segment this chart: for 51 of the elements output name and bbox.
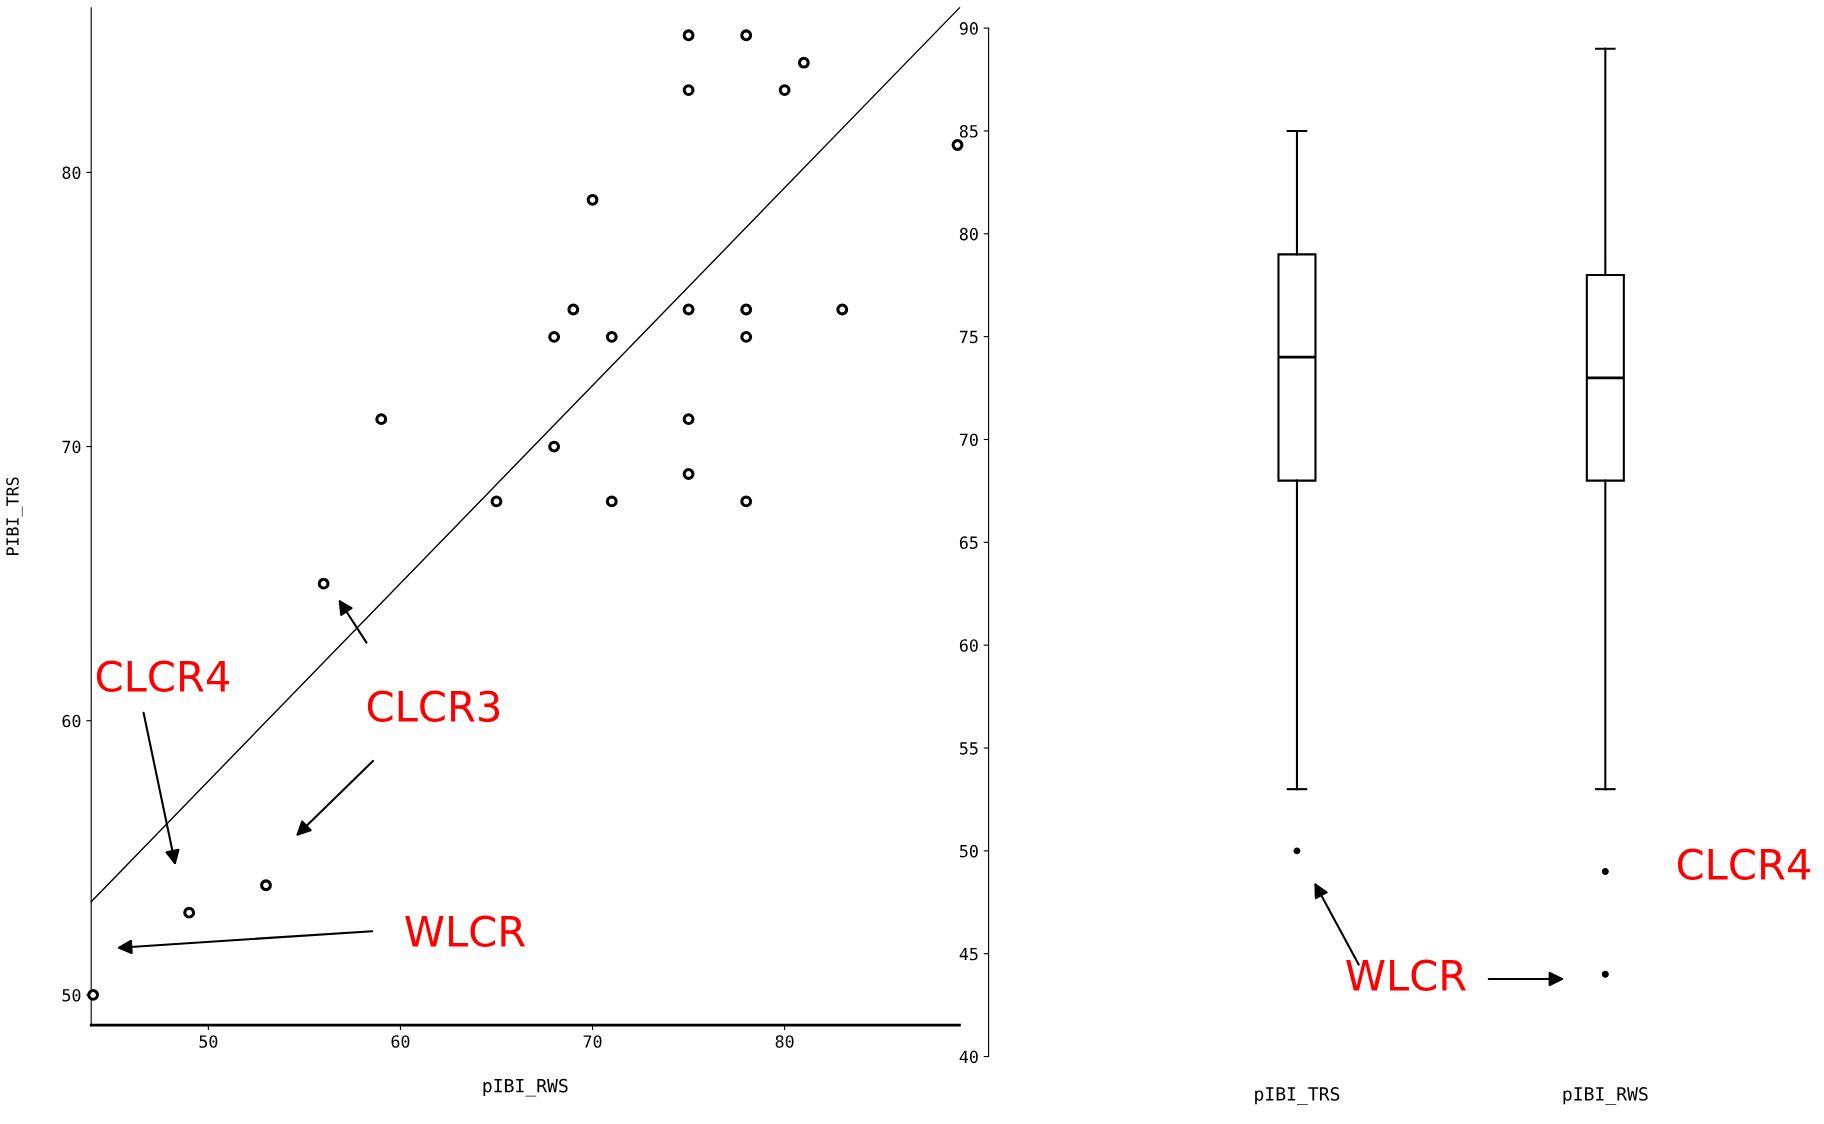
annotation: WLCR <box>405 915 526 948</box>
point <box>682 29 695 42</box>
point <box>490 495 503 508</box>
point <box>951 139 964 151</box>
point <box>567 303 580 316</box>
y-tick-label: 80 <box>62 166 81 179</box>
point <box>548 440 561 453</box>
y-tick-label: 85 <box>959 124 978 138</box>
point <box>548 330 561 343</box>
point <box>740 495 753 508</box>
y-tick-label: 70 <box>62 440 81 454</box>
y-tick-label: 70 <box>959 433 978 447</box>
point <box>605 495 618 508</box>
annotation: CLCR4 <box>1677 848 1811 881</box>
x-tick-label: 50 <box>199 1035 218 1048</box>
point <box>260 879 272 892</box>
point <box>605 330 618 343</box>
point <box>740 330 753 343</box>
point <box>375 413 388 426</box>
y-tick-label: 80 <box>959 227 978 241</box>
point <box>586 193 599 206</box>
y-tick-label: 60 <box>62 714 81 728</box>
point <box>183 906 196 919</box>
point <box>797 56 810 69</box>
x-tick-label: pIBI_TRS <box>1255 1087 1340 1105</box>
x-tick-label: 80 <box>775 1035 794 1048</box>
point <box>836 303 849 316</box>
annotation: CLCR4 <box>96 660 230 693</box>
y-tick-label: 75 <box>959 330 978 344</box>
y-axis-title: PIBI_TRS <box>6 477 23 556</box>
point <box>778 84 791 97</box>
y-tick-label: 40 <box>959 1050 978 1064</box>
y-tick-label: 65 <box>959 536 978 549</box>
x-tick-label: 70 <box>583 1035 602 1048</box>
y-tick-label: 90 <box>959 22 978 35</box>
y-tick-label: 60 <box>959 639 978 652</box>
x-tick-label: 60 <box>391 1035 410 1048</box>
y-tick-label: 45 <box>959 947 978 961</box>
point <box>682 468 695 480</box>
point <box>682 303 695 316</box>
point <box>87 989 100 1001</box>
y-tick-label: 55 <box>959 742 978 755</box>
y-tick-label: 50 <box>959 844 978 858</box>
annotation: WLCR <box>1346 959 1467 992</box>
point <box>682 413 695 426</box>
point <box>682 84 695 97</box>
point <box>740 29 753 42</box>
point <box>740 303 753 316</box>
annotation: CLCR3 <box>367 690 500 723</box>
y-tick-label: 50 <box>62 988 81 1002</box>
point <box>317 577 330 590</box>
